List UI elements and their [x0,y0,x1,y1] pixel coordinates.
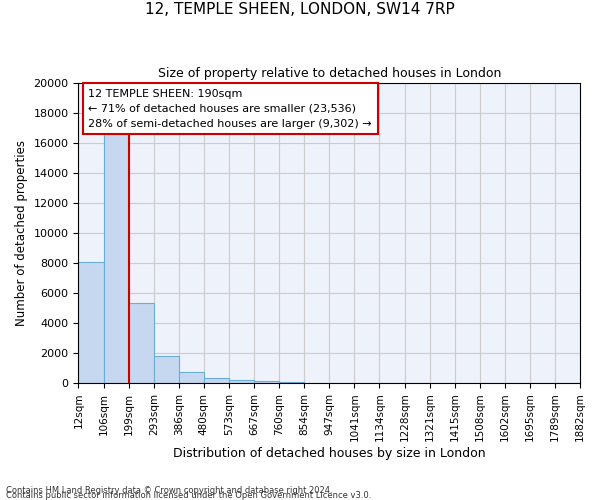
Bar [79,262,104,383]
Bar [254,382,279,383]
Bar [279,382,304,383]
Title: Size of property relative to detached houses in London: Size of property relative to detached ho… [158,68,501,80]
Text: Contains public sector information licensed under the Open Government Licence v3: Contains public sector information licen… [6,491,371,500]
Bar [229,380,254,383]
Bar [154,356,179,383]
Bar [104,134,128,383]
Text: Contains HM Land Registry data © Crown copyright and database right 2024.: Contains HM Land Registry data © Crown c… [6,486,332,495]
Bar [204,378,229,383]
Bar [128,304,154,383]
Text: 12, TEMPLE SHEEN, LONDON, SW14 7RP: 12, TEMPLE SHEEN, LONDON, SW14 7RP [145,2,455,18]
Y-axis label: Number of detached properties: Number of detached properties [15,140,28,326]
Bar [179,372,204,383]
Text: 12 TEMPLE SHEEN: 190sqm
← 71% of detached houses are smaller (23,536)
28% of sem: 12 TEMPLE SHEEN: 190sqm ← 71% of detache… [88,89,372,128]
X-axis label: Distribution of detached houses by size in London: Distribution of detached houses by size … [173,447,485,460]
